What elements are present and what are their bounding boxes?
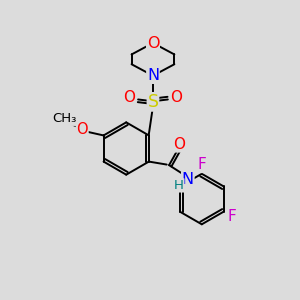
Text: CH₃: CH₃ <box>52 112 76 125</box>
Text: O: O <box>124 91 136 106</box>
Text: O: O <box>173 137 185 152</box>
Text: O: O <box>170 91 182 106</box>
Text: N: N <box>182 172 194 187</box>
Text: O: O <box>76 122 88 137</box>
Text: S: S <box>148 93 158 111</box>
Text: N: N <box>147 68 159 83</box>
Text: O: O <box>147 35 159 50</box>
Text: F: F <box>227 208 236 224</box>
Text: H: H <box>174 179 184 192</box>
Text: F: F <box>197 158 206 172</box>
